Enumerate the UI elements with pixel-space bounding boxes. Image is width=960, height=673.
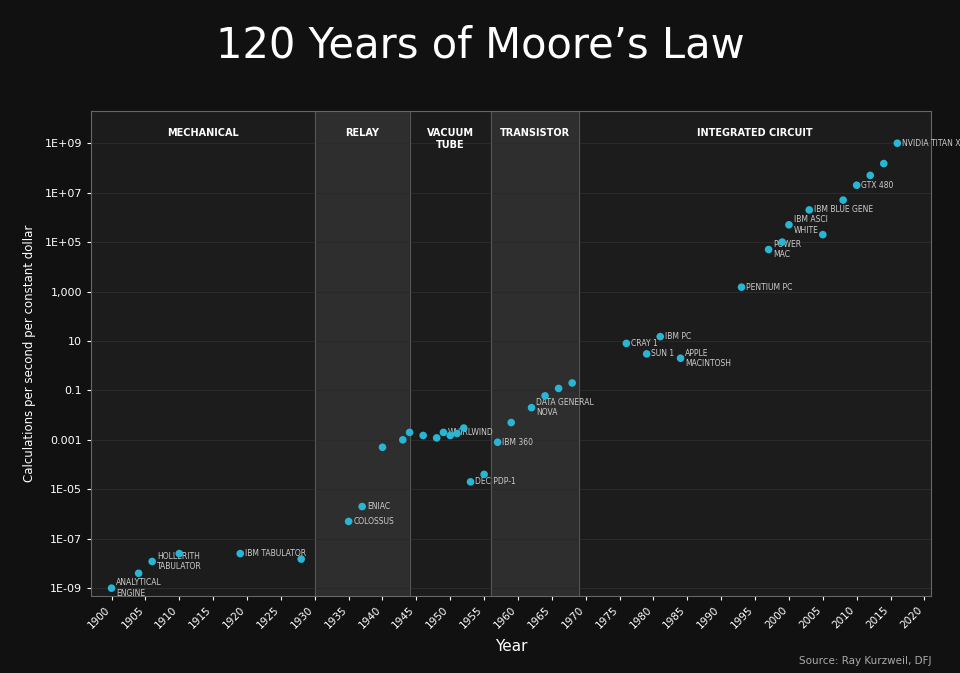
Y-axis label: Calculations per second per constant dollar: Calculations per second per constant dol… <box>23 225 36 482</box>
Point <box>396 435 411 446</box>
Point <box>104 583 119 594</box>
Bar <box>315 111 410 596</box>
Point <box>862 170 877 181</box>
Point <box>761 244 777 255</box>
Point <box>673 353 688 363</box>
Point <box>802 205 817 215</box>
Text: COLOSSUS: COLOSSUS <box>353 517 395 526</box>
Point <box>639 349 655 359</box>
Bar <box>410 111 491 596</box>
Text: IBM 360: IBM 360 <box>502 437 534 447</box>
Point <box>449 428 465 439</box>
Text: WHIRLWIND: WHIRLWIND <box>448 428 494 437</box>
Point <box>172 548 187 559</box>
Point <box>456 423 471 433</box>
Text: IBM TABULATOR: IBM TABULATOR <box>245 549 306 558</box>
Point <box>775 237 790 248</box>
Point <box>374 442 390 453</box>
Point <box>490 437 505 448</box>
Text: PENTIUM PC: PENTIUM PC <box>746 283 793 291</box>
Text: IBM ASCI
WHITE: IBM ASCI WHITE <box>794 215 828 234</box>
Point <box>781 219 797 230</box>
Text: DATA GENERAL
NOVA: DATA GENERAL NOVA <box>537 398 594 417</box>
Point <box>341 516 356 527</box>
Point <box>653 331 668 342</box>
Text: APPLE
MACINTOSH: APPLE MACINTOSH <box>685 349 732 368</box>
Point <box>443 430 458 441</box>
Point <box>476 469 492 480</box>
Point <box>849 180 864 190</box>
Point <box>815 229 830 240</box>
Text: SUN 1: SUN 1 <box>652 349 675 359</box>
Point <box>429 433 444 444</box>
Text: ENIAC: ENIAC <box>367 502 390 511</box>
Point <box>416 430 431 441</box>
Point <box>436 427 451 438</box>
Text: VACUUM
TUBE: VACUUM TUBE <box>427 129 473 150</box>
Point <box>551 383 566 394</box>
Text: POWER
MAC: POWER MAC <box>774 240 802 259</box>
Text: 120 Years of Moore’s Law: 120 Years of Moore’s Law <box>216 24 744 67</box>
Point <box>354 501 370 512</box>
X-axis label: Year: Year <box>495 639 527 653</box>
Text: GTX 480: GTX 480 <box>861 181 894 190</box>
Point <box>876 158 892 169</box>
Text: RELAY: RELAY <box>346 129 379 139</box>
Text: ANALYTICAL
ENGINE: ANALYTICAL ENGINE <box>116 579 162 598</box>
Point <box>131 568 146 579</box>
Point <box>402 427 418 438</box>
Point <box>733 282 749 293</box>
Point <box>145 556 160 567</box>
Text: NVIDIA TITAN X: NVIDIA TITAN X <box>902 139 960 147</box>
Point <box>232 548 248 559</box>
Bar <box>491 111 579 596</box>
Point <box>538 390 553 401</box>
Point <box>835 194 851 205</box>
Text: Source: Ray Kurzweil, DFJ: Source: Ray Kurzweil, DFJ <box>799 656 931 666</box>
Bar <box>91 111 315 596</box>
Text: HOLLERITH
TABULATOR: HOLLERITH TABULATOR <box>156 552 202 571</box>
Point <box>618 338 634 349</box>
Text: DEC PDP-1: DEC PDP-1 <box>475 477 516 487</box>
Text: CRAY 1: CRAY 1 <box>631 339 658 348</box>
Point <box>564 378 580 388</box>
Text: TRANSISTOR: TRANSISTOR <box>500 129 570 139</box>
Point <box>294 554 309 565</box>
Text: INTEGRATED CIRCUIT: INTEGRATED CIRCUIT <box>697 129 813 139</box>
Text: IBM PC: IBM PC <box>665 332 691 341</box>
Text: MECHANICAL: MECHANICAL <box>167 129 239 139</box>
Point <box>890 138 905 149</box>
Text: IBM BLUE GENE: IBM BLUE GENE <box>814 205 874 215</box>
Point <box>463 476 478 487</box>
Point <box>504 417 519 428</box>
Bar <box>579 111 931 596</box>
Point <box>524 402 540 413</box>
